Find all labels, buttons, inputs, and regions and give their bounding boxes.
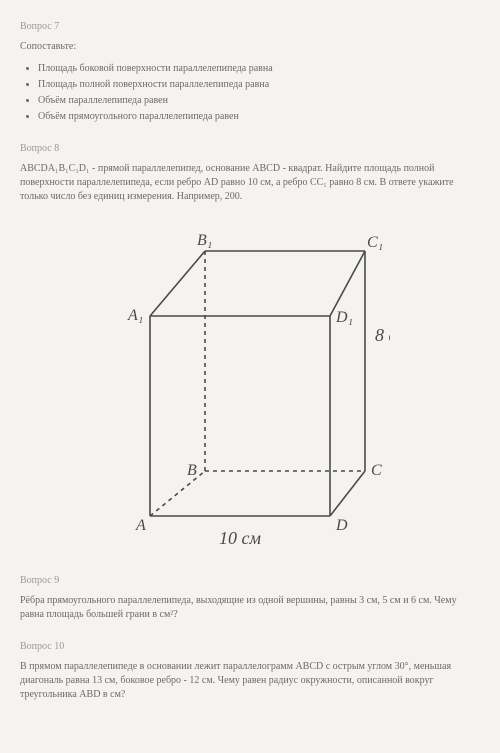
list-item: Объём параллелепипеда равен — [38, 94, 480, 108]
question-8: Вопрос 8 ABCDA₁B₁C₁D₁ - прямой параллеле… — [20, 142, 480, 556]
question-7-title: Вопрос 7 — [20, 20, 480, 34]
svg-text:A₁: A₁ — [127, 307, 143, 324]
question-10-title: Вопрос 10 — [20, 640, 480, 654]
question-10-text: В прямом параллелепипеде в основании леж… — [20, 660, 480, 702]
svg-text:C₁: C₁ — [367, 234, 383, 251]
svg-text:D₁: D₁ — [335, 309, 353, 326]
question-7-list: Площадь боковой поверхности параллелепип… — [20, 62, 480, 124]
svg-text:C: C — [371, 462, 382, 479]
svg-text:A: A — [135, 517, 146, 534]
question-7: Вопрос 7 Сопоставьте: Площадь боковой по… — [20, 20, 480, 124]
list-item: Площадь боковой поверхности параллелепип… — [38, 62, 480, 76]
svg-text:10 см: 10 см — [219, 528, 261, 548]
diagram-svg: A D B C A₁ D₁ B₁ C₁ 8 см 10 см — [110, 216, 390, 556]
question-9-text: Рёбра прямоугольного параллелепипеда, вы… — [20, 594, 480, 622]
parallelepiped-diagram: A D B C A₁ D₁ B₁ C₁ 8 см 10 см — [20, 216, 480, 556]
list-item: Площадь полной поверхности параллелепипе… — [38, 78, 480, 92]
svg-text:8 см: 8 см — [375, 325, 390, 345]
question-8-text: ABCDA₁B₁C₁D₁ - прямой параллелепипед, ос… — [20, 162, 480, 204]
question-7-prompt: Сопоставьте: — [20, 40, 480, 54]
question-8-title: Вопрос 8 — [20, 142, 480, 156]
list-item: Объём прямоугольного параллелепипеда рав… — [38, 110, 480, 124]
svg-text:B: B — [187, 462, 197, 479]
svg-text:D: D — [335, 517, 348, 534]
question-9: Вопрос 9 Рёбра прямоугольного параллелеп… — [20, 574, 480, 622]
svg-text:B₁: B₁ — [197, 232, 212, 249]
question-10: Вопрос 10 В прямом параллелепипеде в осн… — [20, 640, 480, 702]
question-9-title: Вопрос 9 — [20, 574, 480, 588]
